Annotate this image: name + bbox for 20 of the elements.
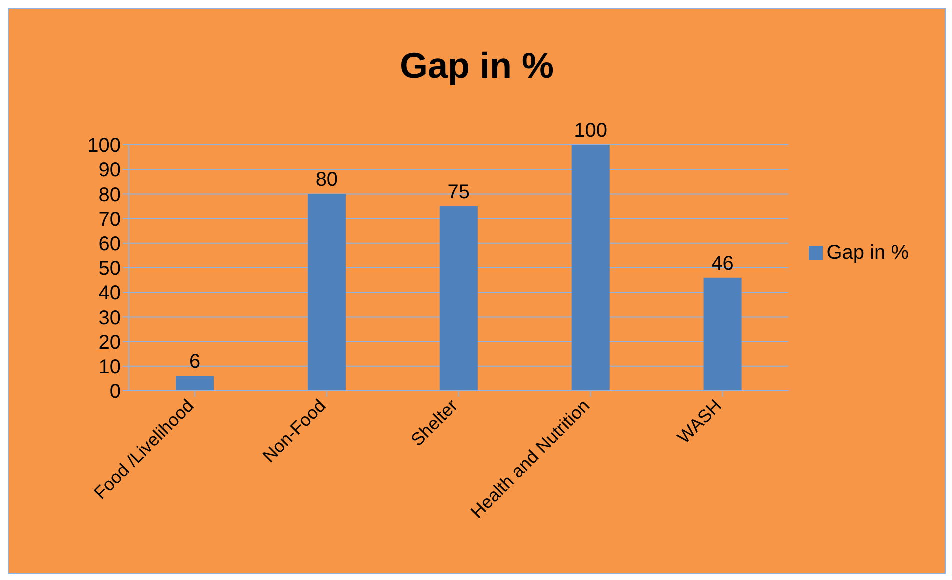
bar: [572, 145, 610, 391]
data-label: 80: [316, 169, 338, 192]
y-tick-label: 30: [98, 307, 121, 330]
bar: [308, 194, 346, 391]
y-tick-label: 80: [98, 184, 121, 206]
y-tick-label: 70: [98, 208, 121, 231]
chart-title: Gap in %: [398, 44, 556, 88]
y-tick-label: 0: [110, 381, 121, 404]
y-tick-label: 90: [98, 160, 121, 182]
bar: [176, 376, 214, 391]
y-tick-label: 20: [98, 332, 121, 354]
y-tick-label: 50: [98, 258, 121, 280]
y-tick-label: 10: [98, 356, 121, 378]
bar: [440, 206, 478, 391]
legend-label: Gap in %: [826, 242, 909, 264]
bar: [704, 278, 742, 391]
data-label: 100: [574, 120, 608, 142]
y-tick-label: 40: [98, 282, 121, 305]
y-tick-label: 100: [88, 135, 121, 158]
y-tick-label: 60: [98, 234, 121, 256]
